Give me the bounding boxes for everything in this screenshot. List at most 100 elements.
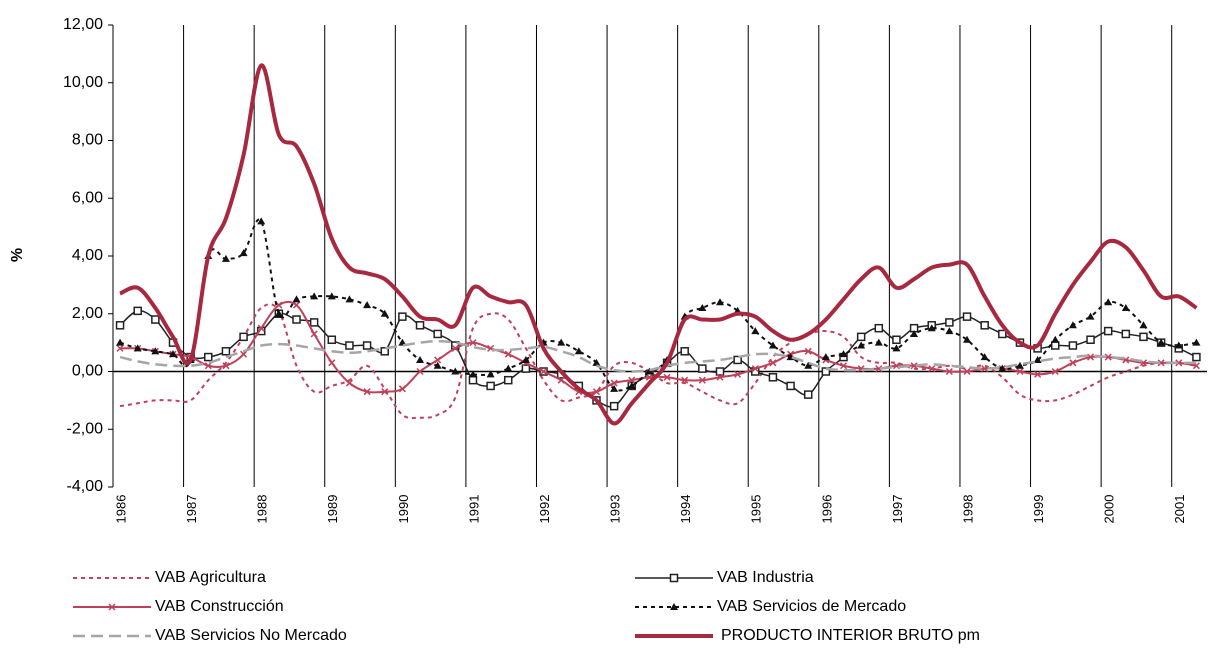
marker xyxy=(416,367,424,376)
marker xyxy=(345,341,354,350)
marker xyxy=(310,330,318,338)
marker xyxy=(468,375,478,385)
marker xyxy=(433,361,442,369)
marker xyxy=(398,338,407,346)
y-tick-label: 0,00 xyxy=(72,363,103,380)
marker xyxy=(1068,341,1078,350)
x-tick-label: 1989 xyxy=(325,495,340,524)
legend-label: VAB Industria xyxy=(717,569,814,586)
marker xyxy=(945,367,953,376)
series xyxy=(119,339,1197,373)
marker xyxy=(981,365,989,373)
marker xyxy=(221,347,231,356)
marker xyxy=(486,370,495,378)
y-tick-label: 12,00 xyxy=(63,16,103,33)
marker xyxy=(115,321,125,330)
marker xyxy=(345,295,354,303)
x-tick-label: 1998 xyxy=(960,495,975,524)
marker xyxy=(240,350,248,358)
y-tick-label: 2,00 xyxy=(72,305,103,322)
marker xyxy=(733,355,742,365)
x-tick-label: 1991 xyxy=(466,495,481,524)
legend-item: VAB Servicios de Mercado xyxy=(635,598,906,615)
marker xyxy=(1103,326,1113,336)
marker xyxy=(151,347,160,355)
marker xyxy=(1033,355,1042,363)
x-tick-label: 1988 xyxy=(255,495,270,524)
marker xyxy=(874,338,883,346)
marker xyxy=(1104,298,1113,306)
marker xyxy=(963,367,971,376)
marker xyxy=(945,327,954,335)
marker xyxy=(804,361,813,369)
marker xyxy=(769,359,777,367)
marker xyxy=(804,347,812,355)
marker xyxy=(1069,359,1077,367)
legend-label: VAB Servicios No Mercado xyxy=(155,627,347,644)
y-tick-label: 10,00 xyxy=(63,74,103,91)
marker xyxy=(380,309,389,317)
x-tick-label: 1997 xyxy=(890,495,905,524)
marker xyxy=(415,321,425,330)
x-tick-label: 1994 xyxy=(678,495,693,524)
marker xyxy=(398,385,406,393)
marker xyxy=(875,365,883,373)
marker xyxy=(557,376,565,384)
x-tick-label: 2001 xyxy=(1172,495,1187,524)
marker xyxy=(962,312,972,321)
x-tick-label: 1993 xyxy=(608,495,623,524)
marker xyxy=(839,362,848,370)
marker xyxy=(1104,353,1112,361)
marker xyxy=(715,367,725,376)
marker xyxy=(451,367,460,375)
marker xyxy=(504,350,512,358)
marker xyxy=(768,341,777,349)
marker xyxy=(362,341,372,350)
marker xyxy=(363,301,372,309)
x-tick-label: 1990 xyxy=(396,495,411,524)
marker xyxy=(292,315,301,324)
marker xyxy=(609,401,619,411)
marker xyxy=(592,388,601,396)
marker xyxy=(133,306,142,316)
marker xyxy=(874,323,884,333)
marker xyxy=(998,364,1007,372)
legend-item: VAB Construcción xyxy=(73,598,284,615)
marker xyxy=(1157,338,1166,346)
x-tick-label: 2000 xyxy=(1102,495,1117,524)
marker xyxy=(292,295,301,303)
marker xyxy=(1051,335,1060,343)
marker xyxy=(222,362,230,370)
marker xyxy=(1016,367,1024,376)
marker xyxy=(292,301,301,309)
marker xyxy=(416,355,425,363)
marker xyxy=(327,292,336,300)
marker xyxy=(204,352,213,362)
marker xyxy=(856,332,866,342)
marker xyxy=(1051,341,1060,350)
marker xyxy=(151,315,160,324)
y-tick-label: 4,00 xyxy=(72,247,103,264)
y-axis-label: % xyxy=(9,248,26,262)
marker xyxy=(398,312,407,321)
marker xyxy=(892,344,901,352)
marker xyxy=(1034,370,1042,378)
legend-label: VAB Servicios de Mercado xyxy=(717,598,906,615)
marker xyxy=(669,573,679,583)
marker xyxy=(663,373,671,381)
marker xyxy=(309,318,319,327)
marker xyxy=(670,603,678,610)
marker xyxy=(116,344,124,352)
marker xyxy=(803,390,813,399)
y-tick-label: -4,00 xyxy=(67,478,104,495)
marker xyxy=(892,335,901,344)
marker xyxy=(257,324,265,332)
marker xyxy=(628,376,636,384)
marker xyxy=(108,603,116,611)
legend-item: VAB Servicios No Mercado xyxy=(73,627,347,644)
marker xyxy=(257,217,266,225)
marker xyxy=(716,373,724,381)
marker xyxy=(980,321,989,330)
legend-label: VAB Agricultura xyxy=(155,569,266,586)
marker xyxy=(521,364,531,373)
